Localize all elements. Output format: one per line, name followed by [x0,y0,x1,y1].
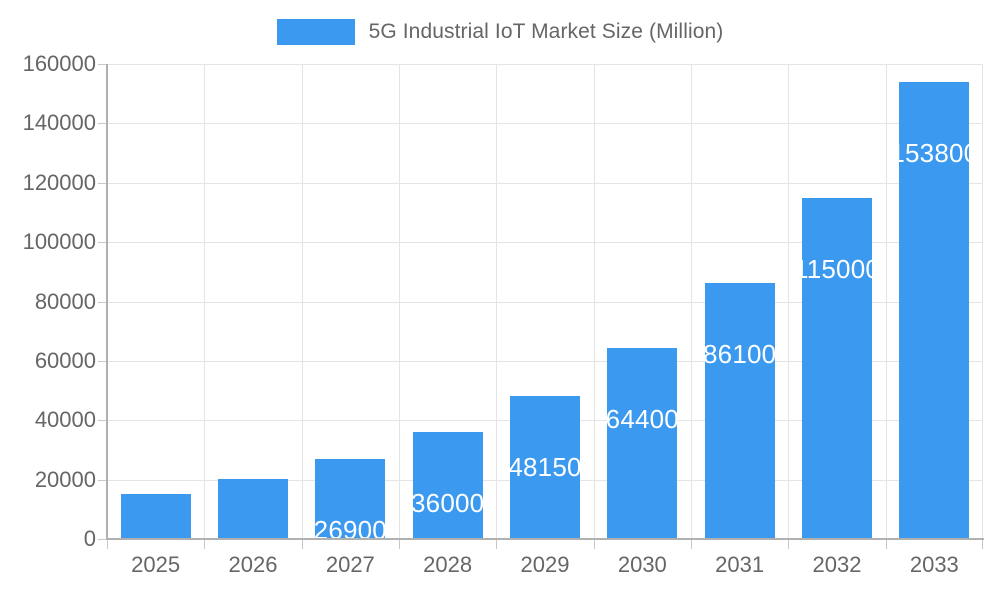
y-axis-tick-label: 80000 [34,288,96,314]
x-axis-tick-label: 2030 [617,552,667,577]
bar-2028[interactable] [412,432,483,539]
gridline-horizontal [107,182,983,184]
x-axis-spine [107,538,984,540]
gridline-vertical [691,64,692,539]
x-axis-tick-label: 2026 [228,552,278,577]
bar-value-label-2031: 86100 [703,339,777,370]
x-axis-tick-mark [496,540,498,549]
gridline-vertical [399,64,400,539]
y-axis-tick-label: 40000 [34,407,96,433]
bar-value-label-2032: 115000 [793,253,881,284]
y-axis-tick-label: 0 [83,526,96,551]
x-axis-tick-labels: 2025 2026 2027 2028 2029 2030 2031 2032 2033 [107,552,983,592]
legend-swatch-series-1[interactable] [276,19,355,45]
x-axis-tick-label: 2032 [812,552,862,577]
x-axis-tick-label: 2027 [325,552,375,577]
x-axis-tick-label: 2033 [909,552,959,577]
bar-2031[interactable] [704,283,775,539]
gridline-horizontal [107,64,983,65]
y-axis-tick-mark [98,182,107,184]
y-axis-spine [106,64,108,540]
bar-value-label-2027: 26900 [313,515,387,539]
bar-value-label-2029: 48150 [508,452,582,483]
bar-2032[interactable] [801,197,873,539]
bar-value-label-2030: 64400 [605,403,679,434]
chart-legend: 5G Industrial IoT Market Size (Million) [0,12,1000,52]
y-axis-tick-label: 160000 [22,51,96,76]
y-axis-tick-mark [98,479,107,481]
plot-clip: 1500020100269003600048150644008610011500… [107,64,983,539]
legend-label-series-1: 5G Industrial IoT Market Size (Million) [368,20,724,43]
x-axis-tick-mark [399,540,400,549]
x-axis-tick-mark [982,540,983,549]
gridline-vertical [496,64,498,539]
bar-value-label-2028: 36000 [411,488,485,519]
gridline-vertical [593,64,595,539]
x-axis-tick-mark [691,540,692,549]
y-axis-tick-label: 60000 [34,347,96,373]
gridline-horizontal [107,301,983,303]
bar-2030[interactable] [607,347,678,539]
gridline-vertical [982,64,983,539]
bar-2025[interactable] [120,494,191,539]
x-axis-tick-label: 2028 [423,552,473,577]
bar-2033[interactable] [899,82,970,539]
gridline-horizontal [107,360,983,362]
bar-2029[interactable] [509,396,581,539]
x-axis-tick-mark [204,540,206,549]
y-axis-tick-labels: 0 20000 40000 60000 80000 100000 120000 140000 1… [0,51,96,551]
y-axis-tick-mark [98,301,107,303]
y-axis-tick-mark [98,420,107,422]
x-axis-tick-label: 2029 [520,552,570,577]
y-axis-tick-label: 100000 [22,229,96,255]
bar-2026[interactable] [217,479,289,539]
gridline-vertical [788,64,790,539]
x-axis-tick-mark [885,540,887,549]
x-axis-tick-mark [788,540,790,549]
bar-value-label-2026: 20100 [216,535,289,539]
gridline-vertical [204,64,206,539]
gridline-horizontal [107,123,983,125]
x-axis-tick-mark [107,540,108,549]
y-axis-tick-mark [98,242,107,244]
y-axis-tick-label: 140000 [22,110,96,136]
x-axis-tick-mark [593,540,595,549]
gridline-vertical [301,64,303,539]
gridline-vertical [885,64,887,539]
y-axis-tick-mark [98,360,107,362]
bar-value-label-2033: 153800 [890,138,979,169]
y-axis-tick-mark [98,539,107,540]
y-axis-tick-label: 20000 [34,466,96,492]
x-axis-tick-label: 2031 [715,552,765,577]
bar-2027[interactable] [315,459,386,539]
gridline-horizontal [107,242,983,244]
plot-area: 1500020100269003600048150644008610011500… [107,64,983,539]
y-axis-tick-label: 120000 [22,169,96,195]
y-axis-tick-mark [98,64,107,65]
x-axis-tick-mark [301,540,303,549]
y-axis-tick-mark [98,123,107,125]
x-axis-tick-label: 2025 [131,552,181,577]
